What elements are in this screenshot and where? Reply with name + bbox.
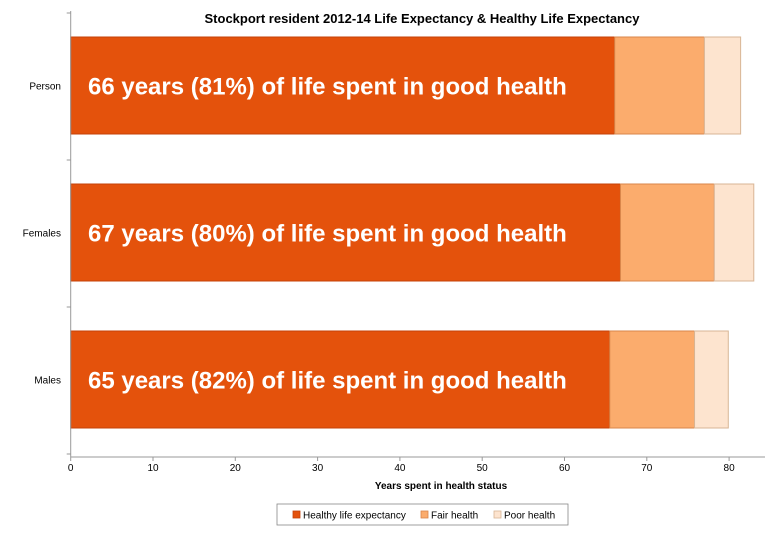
legend-label: Poor health [504,511,555,522]
x-tick-label: 20 [230,463,242,474]
legend-swatch [292,510,301,519]
bar-segment-healthy-life-expectancy [70,36,616,135]
x-tick-label: 40 [394,463,406,474]
bar-segment-healthy-life-expectancy [70,183,621,282]
y-tick-label: Males [34,376,61,387]
bar-annotation: 65 years (82%) of life spent in good hea… [88,368,567,395]
y-tick-label: Person [29,82,61,93]
x-tick-label: 60 [559,463,571,474]
x-axis-label: Years spent in health status [375,481,508,492]
x-tick-label: 10 [147,463,159,474]
bar-annotation: 67 years (80%) of life spent in good hea… [88,221,567,248]
x-tick-label: 70 [641,463,653,474]
legend: Healthy life expectancy Fair health Poor h… [276,503,569,526]
bar-segment-fair-health [619,183,715,282]
x-tick-label: 30 [312,463,324,474]
x-tick-label: 0 [68,463,74,474]
x-tick-label: 50 [477,463,489,474]
y-tick-label: Females [23,229,61,240]
bar-segment-fair-health [609,330,696,429]
legend-label: Healthy life expectancy [303,511,406,522]
legend-swatch [493,510,502,519]
bar-segment-fair-health [614,36,705,135]
chart-title: Stockport resident 2012-14 Life Expectan… [205,11,641,26]
bar-segment-poor-health [713,183,755,282]
legend-swatch [420,510,429,519]
bar-segment-poor-health [703,36,742,135]
legend-label: Fair health [431,511,478,522]
x-tick-label: 80 [724,463,736,474]
bar-segment-poor-health [694,330,729,429]
bar-segment-healthy-life-expectancy [70,330,611,429]
bar-annotation: 66 years (81%) of life spent in good hea… [88,74,567,101]
